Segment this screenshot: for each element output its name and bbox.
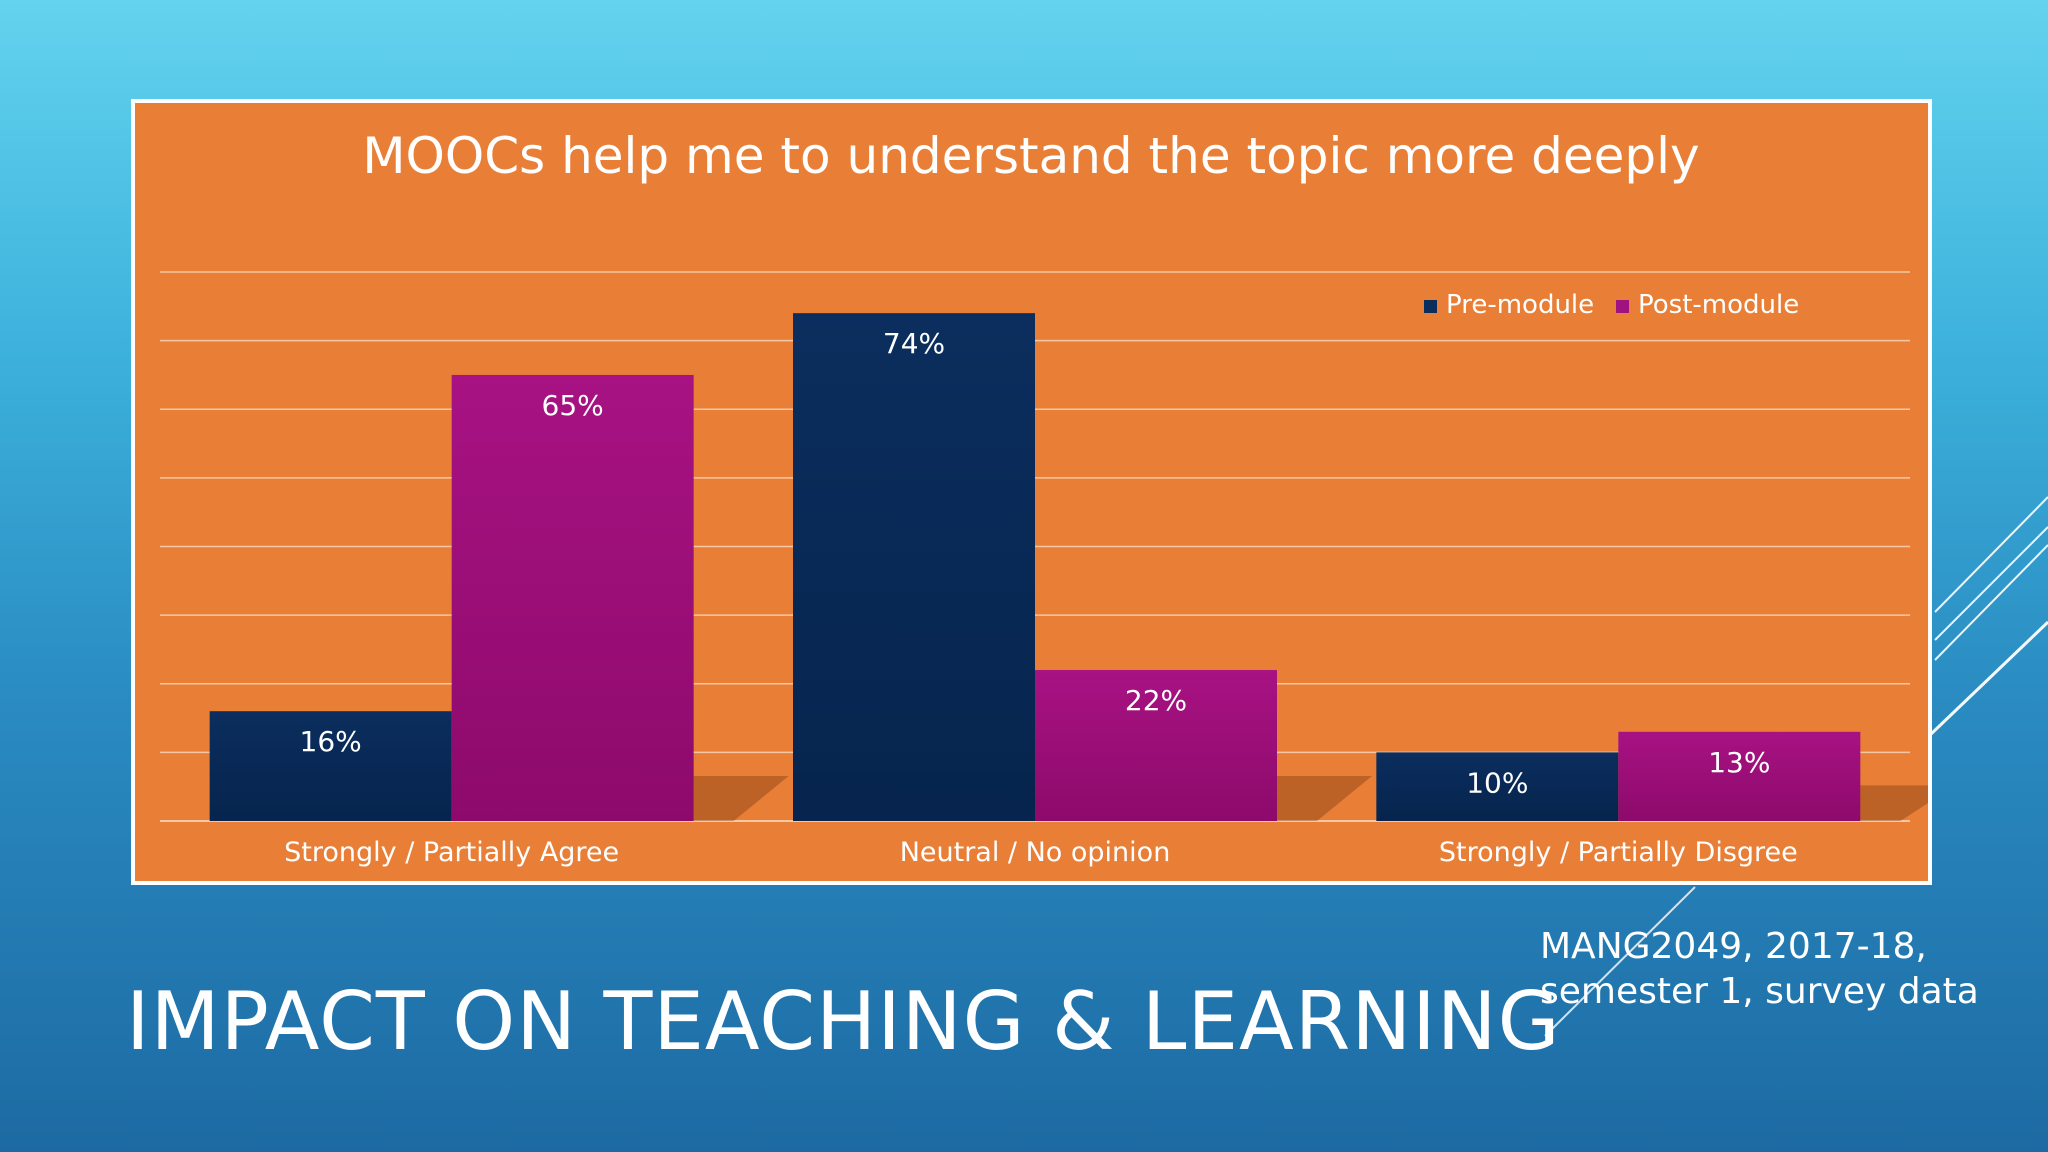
bar-pre-module bbox=[793, 313, 1035, 821]
data-label: 74% bbox=[883, 327, 945, 360]
legend-label: Pre-module bbox=[1446, 290, 1594, 320]
bar-post-module bbox=[451, 374, 694, 821]
chart-panel: MOOCs help me to understand the topic mo… bbox=[131, 99, 1932, 885]
bar-post-module bbox=[1035, 670, 1277, 821]
data-label: 65% bbox=[542, 389, 604, 422]
slide-title: IMPACT ON TEACHING & LEARNING bbox=[126, 975, 1561, 1068]
category-label: Neutral / No opinion bbox=[900, 837, 1171, 868]
source-line-2: semester 1, survey data bbox=[1540, 971, 1979, 1012]
bar-pre-module bbox=[209, 711, 452, 821]
category-labels: Strongly / Partially Agree Neutral / No o… bbox=[284, 837, 1798, 868]
category-label: Strongly / Partially Disgree bbox=[1439, 837, 1798, 868]
bar-post-module bbox=[1618, 731, 1861, 821]
legend: Pre-module Post-module bbox=[1424, 290, 1799, 320]
data-label: 22% bbox=[1125, 684, 1187, 717]
bar-chart: MOOCs help me to understand the topic mo… bbox=[160, 127, 1928, 868]
bar-shadows bbox=[693, 776, 1928, 821]
data-label: 10% bbox=[1466, 766, 1528, 799]
data-labels: 16% 65% 74% 22% 10% 13% bbox=[300, 327, 1771, 799]
bar-pre-module bbox=[1376, 752, 1619, 821]
data-label: 16% bbox=[300, 725, 362, 758]
legend-swatch-post-module bbox=[1616, 300, 1629, 313]
category-label: Strongly / Partially Agree bbox=[284, 837, 619, 868]
bars bbox=[209, 313, 1861, 821]
legend-swatch-pre-module bbox=[1424, 300, 1437, 313]
source-line-1: MANG2049, 2017-18, bbox=[1540, 926, 1927, 967]
chart-title: MOOCs help me to understand the topic mo… bbox=[362, 127, 1699, 185]
bar-shadow bbox=[1860, 785, 1928, 821]
bar-shadow bbox=[1277, 776, 1372, 821]
legend-label: Post-module bbox=[1638, 290, 1799, 320]
bar-shadow bbox=[693, 776, 789, 821]
source-note: MANG2049, 2017-18, semester 1, survey da… bbox=[1540, 924, 1979, 1014]
data-label: 13% bbox=[1708, 746, 1770, 779]
